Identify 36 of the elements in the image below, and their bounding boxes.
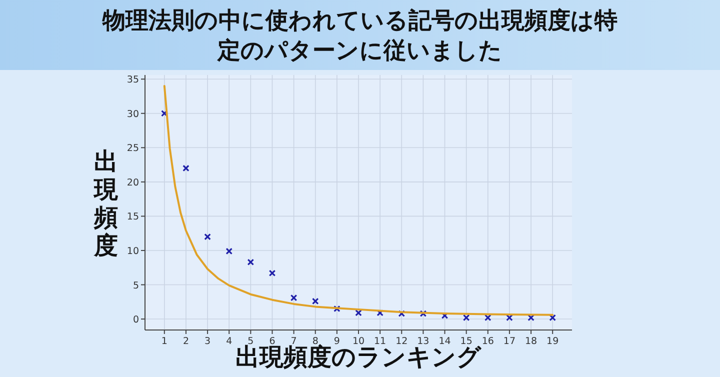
point — [268, 270, 276, 277]
x-tick-label: 3 — [204, 336, 211, 347]
y-tick-label: 30 — [126, 108, 139, 120]
y-tick-label: 0 — [132, 314, 139, 326]
point — [312, 298, 319, 305]
x-tick-label: 19 — [546, 336, 559, 347]
line-series — [163, 84, 554, 316]
y-tick-label: 20 — [126, 177, 139, 188]
y-tick-label: 10 — [126, 246, 139, 257]
point — [355, 309, 362, 316]
title: 物理法則の中に使われている記号の出現頻度は特定のパターンに従いました — [102, 8, 618, 64]
y-tick-label: 25 — [126, 143, 139, 154]
point — [462, 314, 470, 322]
x-tick-label: 17 — [503, 336, 516, 347]
x-tick-label: 16 — [482, 336, 494, 347]
point — [441, 312, 448, 320]
y-axis-title: 出現頻度 — [93, 148, 119, 260]
point — [420, 310, 427, 317]
x-tick-label: 4 — [226, 336, 232, 347]
point — [226, 248, 233, 255]
y-tick-label: 5 — [132, 280, 139, 292]
point — [247, 258, 254, 266]
point — [484, 314, 492, 322]
x-tick-label: 18 — [524, 336, 538, 347]
point — [182, 164, 190, 172]
x-tick-label: 2 — [182, 336, 189, 347]
point — [506, 314, 513, 322]
point — [204, 233, 211, 240]
x-tick-label: 1 — [161, 336, 168, 347]
y-tick-label: 15 — [126, 212, 139, 223]
point — [290, 294, 298, 302]
y-tick-label: 35 — [126, 74, 139, 86]
point — [549, 314, 556, 322]
point — [376, 309, 384, 316]
point — [398, 310, 406, 317]
point — [334, 305, 340, 312]
